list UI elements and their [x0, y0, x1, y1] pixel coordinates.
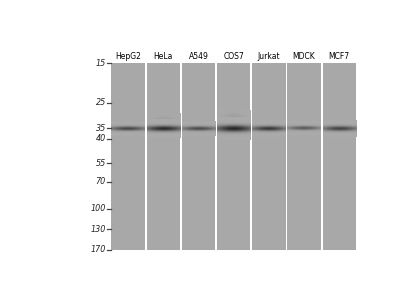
Text: 35: 35: [96, 124, 106, 133]
Bar: [217, 63, 250, 250]
Text: 40: 40: [96, 134, 106, 143]
Bar: [146, 63, 180, 250]
Text: 70: 70: [96, 177, 106, 186]
Bar: [288, 63, 321, 250]
Text: HeLa: HeLa: [154, 52, 173, 61]
Text: 170: 170: [90, 245, 106, 254]
Bar: [182, 63, 215, 250]
Bar: [111, 63, 145, 250]
Text: MCF7: MCF7: [329, 52, 350, 61]
Text: MDCK: MDCK: [293, 52, 316, 61]
Text: 15: 15: [96, 59, 106, 68]
Text: 130: 130: [90, 225, 106, 234]
Text: 100: 100: [90, 204, 106, 213]
Text: HepG2: HepG2: [115, 52, 141, 61]
Text: A549: A549: [188, 52, 208, 61]
Bar: [252, 63, 286, 250]
Text: COS7: COS7: [223, 52, 244, 61]
Text: 25: 25: [96, 98, 106, 107]
Bar: [323, 63, 356, 250]
Text: Jurkat: Jurkat: [258, 52, 280, 61]
Text: 55: 55: [96, 159, 106, 168]
